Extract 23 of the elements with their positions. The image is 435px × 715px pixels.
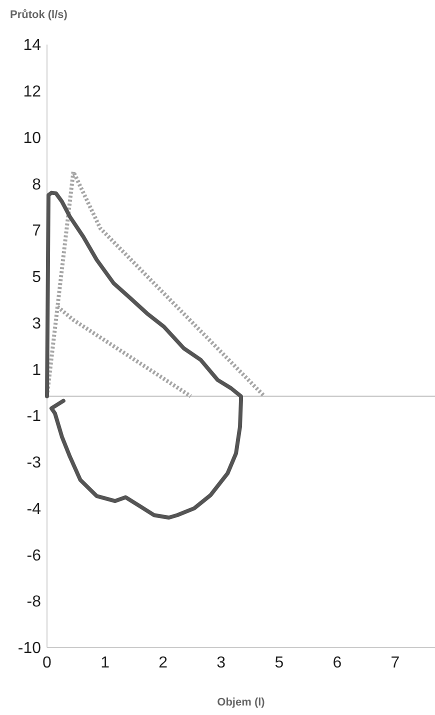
y-tick-label: 7 bbox=[32, 222, 42, 240]
x-tick-label: 2 bbox=[158, 654, 168, 672]
x-axis-title: Objem (l) bbox=[217, 696, 266, 708]
y-tick-label: -3 bbox=[26, 454, 42, 472]
x-tick-label: 6 bbox=[332, 654, 342, 672]
y-tick-label: -8 bbox=[26, 594, 42, 611]
x-tick-label: 1 bbox=[100, 654, 110, 672]
y-tick-label: -10 bbox=[18, 640, 42, 658]
y-tick-label: 3 bbox=[32, 316, 42, 333]
x-tick-label: 3 bbox=[216, 654, 226, 672]
y-tick-label: -4 bbox=[26, 500, 42, 518]
y-tick-label: 12 bbox=[23, 84, 42, 101]
x-tick-label: 0 bbox=[42, 654, 52, 672]
y-tick-label: 8 bbox=[32, 176, 42, 194]
y-tick-label: 14 bbox=[23, 37, 42, 54]
y-axis-title: Průtok (l/s) bbox=[10, 9, 68, 21]
y-tick-label: -1 bbox=[26, 408, 42, 426]
y-tick-label: 10 bbox=[23, 130, 42, 147]
x-tick-label: 7 bbox=[390, 654, 400, 672]
y-tick-label: 1 bbox=[32, 362, 42, 379]
x-tick-label: 5 bbox=[274, 654, 284, 672]
y-tick-label: -6 bbox=[26, 547, 42, 564]
y-tick-label: 5 bbox=[32, 269, 42, 286]
